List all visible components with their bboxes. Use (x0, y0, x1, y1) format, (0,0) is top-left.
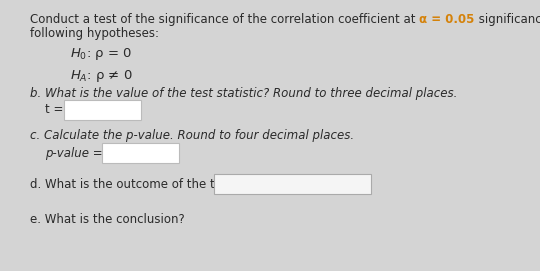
Text: following hypotheses:: following hypotheses: (30, 27, 159, 40)
Text: $H_0$: ρ = 0: $H_0$: ρ = 0 (70, 46, 132, 62)
FancyBboxPatch shape (214, 174, 371, 194)
Text: t =: t = (45, 103, 63, 116)
Text: $H_A$: ρ ≠ 0: $H_A$: ρ ≠ 0 (70, 68, 133, 84)
Text: c. Calculate the p-value. Round to four decimal places.: c. Calculate the p-value. Round to four … (30, 129, 354, 142)
Text: e. What is the conclusion?: e. What is the conclusion? (30, 213, 185, 226)
FancyBboxPatch shape (64, 100, 141, 120)
FancyBboxPatch shape (102, 143, 179, 163)
Text: significance le: significance le (475, 13, 540, 26)
Text: α = 0.05: α = 0.05 (419, 13, 475, 26)
Text: ⌄: ⌄ (358, 179, 367, 189)
Text: b. What is the value of the test statistic? Round to three decimal places.: b. What is the value of the test statist… (30, 87, 457, 100)
Text: d. What is the outcome of the test?: d. What is the outcome of the test? (30, 178, 239, 191)
Text: Conduct a test of the significance of the correlation coefficient at: Conduct a test of the significance of th… (30, 13, 419, 26)
Text: Reject the null hypothesis.: Reject the null hypothesis. (219, 179, 352, 189)
Text: p-value =: p-value = (45, 147, 103, 160)
